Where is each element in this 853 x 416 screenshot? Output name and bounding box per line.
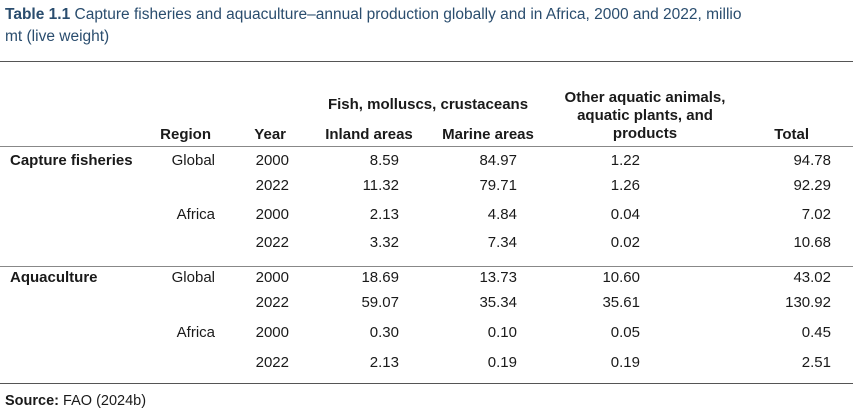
source-text: FAO (2024b) xyxy=(63,393,147,409)
header-fish-group: Fish, molluscs, crustaceans xyxy=(327,96,529,113)
table-title: Table 1.1 Capture fisheries and aquacult… xyxy=(5,4,850,48)
top-rule xyxy=(0,61,853,62)
table-title-text: Capture fisheries and aquaculture–annual… xyxy=(74,6,742,23)
row-region: Africa xyxy=(176,324,215,341)
row-total: 0.45 xyxy=(801,324,831,341)
row-inland: 18.69 xyxy=(361,269,399,286)
header-other-line2: aquatic plants, and xyxy=(577,107,713,124)
row-year: 2000 xyxy=(255,152,289,169)
row-inland: 2.13 xyxy=(369,354,399,371)
row-total: 94.78 xyxy=(793,152,831,169)
row-total: 92.29 xyxy=(793,177,831,194)
row-other: 0.02 xyxy=(610,234,640,251)
row-other: 1.26 xyxy=(610,177,640,194)
row-region: Global xyxy=(171,269,215,286)
row-category: Capture fisheries xyxy=(10,152,133,169)
row-inland: 11.32 xyxy=(362,177,399,194)
row-total: 2.51 xyxy=(801,354,831,371)
row-total: 43.02 xyxy=(793,269,831,286)
header-inland: Inland areas xyxy=(325,126,413,143)
header-year: Year xyxy=(254,126,286,143)
row-year: 2000 xyxy=(255,206,289,223)
row-total: 10.68 xyxy=(793,234,831,251)
source-note: Source: FAO (2024b) xyxy=(5,393,146,409)
row-inland: 8.59 xyxy=(369,152,399,169)
row-marine: 0.10 xyxy=(487,324,517,341)
row-marine: 35.34 xyxy=(479,294,517,311)
row-year: 2022 xyxy=(255,354,289,371)
row-other: 0.05 xyxy=(610,324,640,341)
row-region: Africa xyxy=(176,206,215,223)
row-other: 10.60 xyxy=(602,269,640,286)
header-other-line1: Other aquatic animals, xyxy=(564,89,726,106)
row-total: 130.92 xyxy=(785,294,831,311)
table-number: Table 1.1 xyxy=(5,6,71,23)
row-marine: 4.84 xyxy=(487,206,517,223)
table-title-unit: mt (live weight) xyxy=(5,28,110,45)
row-inland: 3.32 xyxy=(369,234,399,251)
row-year: 2022 xyxy=(255,177,289,194)
row-other: 0.19 xyxy=(610,354,640,371)
row-year: 2000 xyxy=(255,269,289,286)
header-other-line3: products xyxy=(612,125,678,142)
row-inland: 2.13 xyxy=(369,206,399,223)
row-other: 1.22 xyxy=(610,152,640,169)
row-inland: 0.30 xyxy=(369,324,399,341)
row-other: 0.04 xyxy=(610,206,640,223)
row-marine: 13.73 xyxy=(479,269,517,286)
row-other: 35.61 xyxy=(602,294,640,311)
row-region: Global xyxy=(171,152,215,169)
header-marine: Marine areas xyxy=(442,126,534,143)
row-total: 7.02 xyxy=(801,206,831,223)
row-year: 2000 xyxy=(255,324,289,341)
header-region: Region xyxy=(160,126,211,143)
row-marine: 79.71 xyxy=(479,177,517,194)
header-total: Total xyxy=(774,126,809,143)
row-marine: 84.97 xyxy=(479,152,517,169)
bottom-rule xyxy=(0,383,853,384)
row-year: 2022 xyxy=(255,234,289,251)
header-rule xyxy=(0,146,853,147)
row-inland: 59.07 xyxy=(361,294,399,311)
source-label: Source: xyxy=(5,393,59,409)
row-marine: 0.19 xyxy=(487,354,517,371)
row-year: 2022 xyxy=(255,294,289,311)
section-divider xyxy=(0,266,853,267)
row-category: Aquaculture xyxy=(10,269,98,286)
row-marine: 7.34 xyxy=(487,234,517,251)
